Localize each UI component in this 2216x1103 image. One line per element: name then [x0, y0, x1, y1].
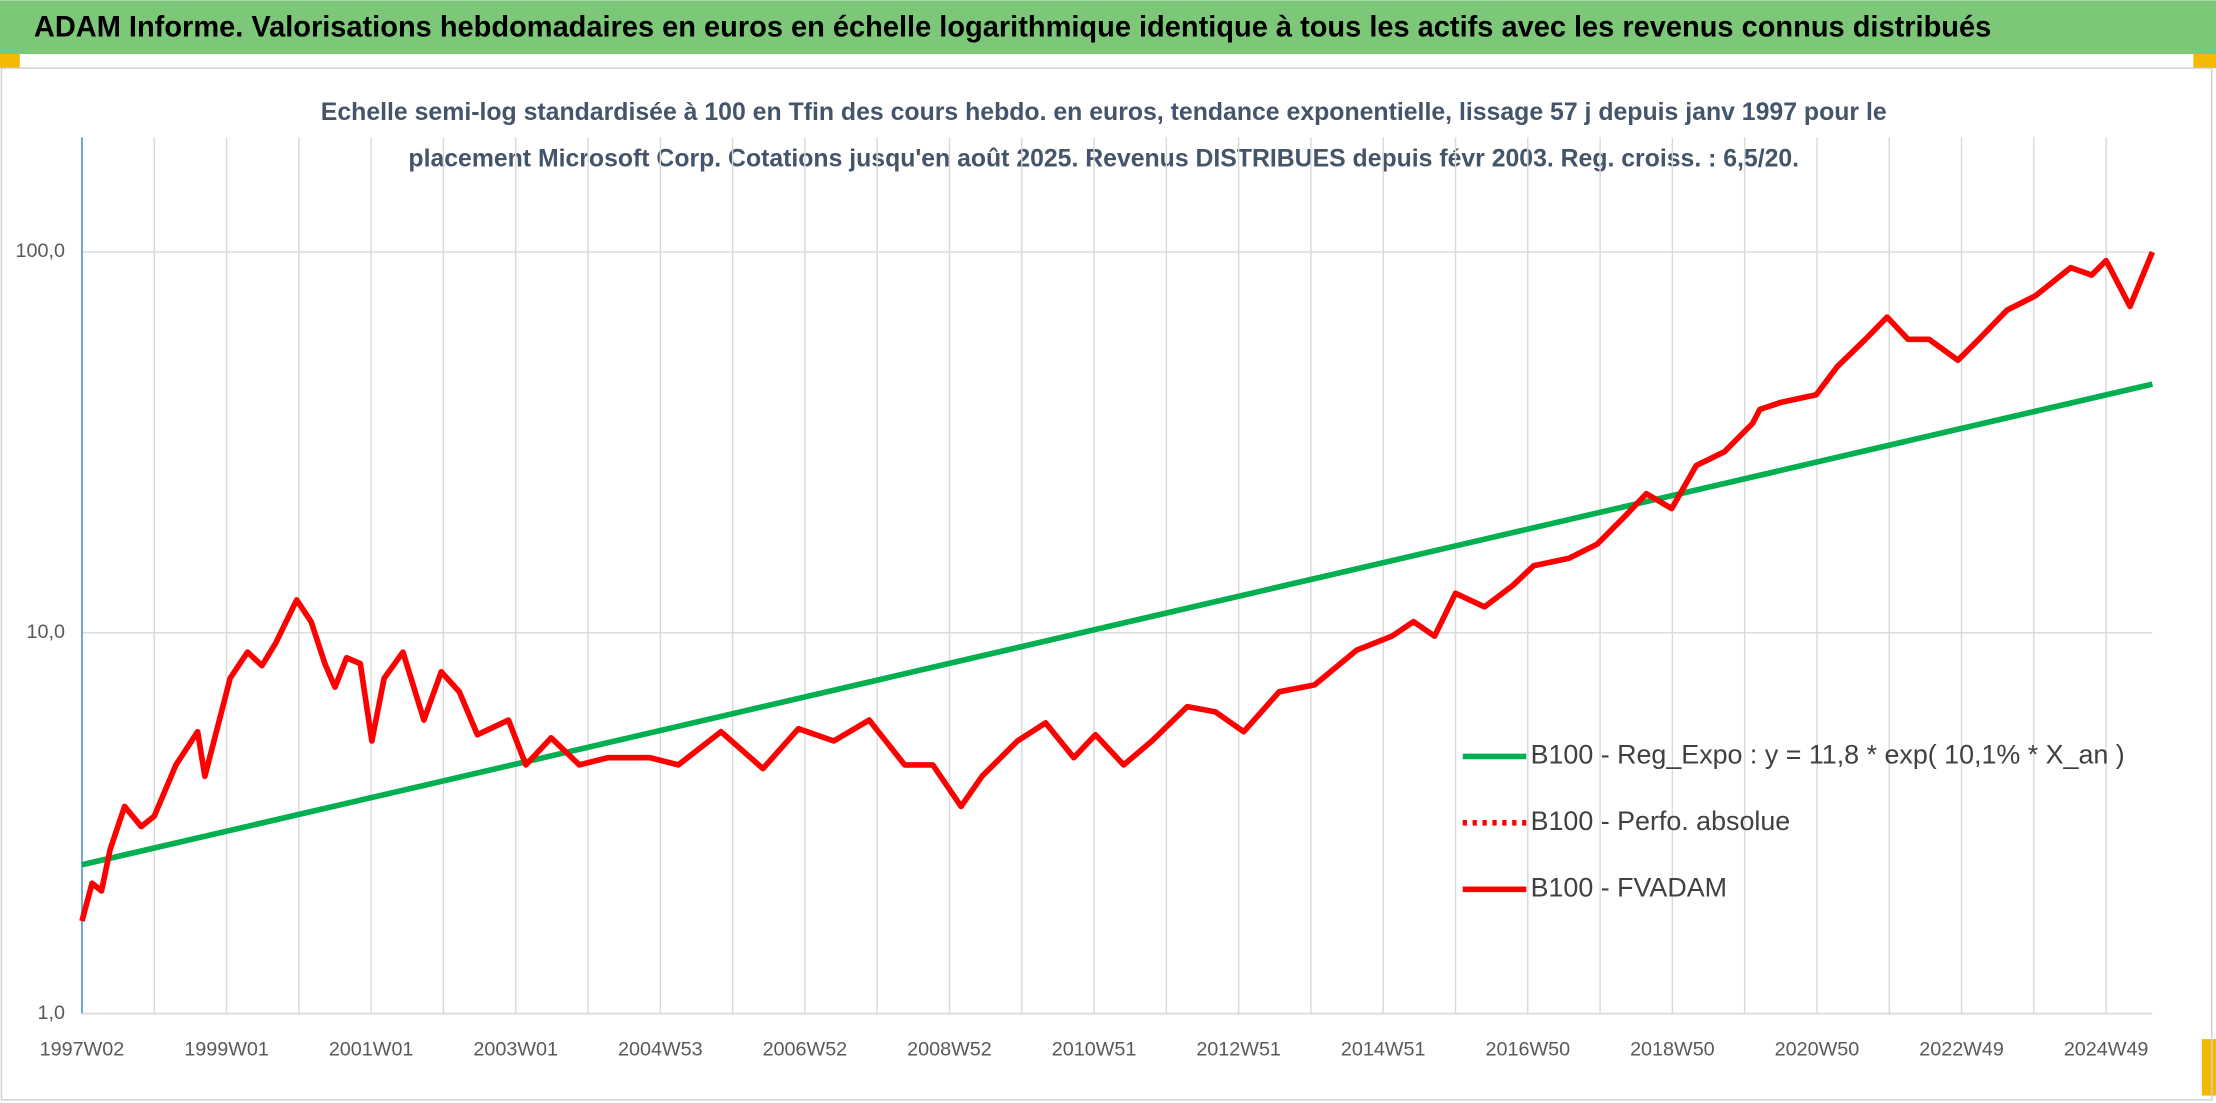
x-tick-label: 2020W50 [1775, 1039, 1860, 1061]
x-tick-label: 1997W02 [40, 1039, 125, 1061]
chart-title: ADAM Informe. Valorisations hebdomadaire… [34, 10, 1991, 43]
legend: B100 - Reg_Expo : y = 11,8 * exp( 10,1% … [1462, 740, 2125, 902]
y-tick-label: 1,0 [38, 1002, 65, 1024]
x-tick-label: 2016W50 [1485, 1039, 1570, 1061]
x-tick-label: 2018W50 [1630, 1039, 1715, 1061]
corner-mark [2201, 1039, 2216, 1096]
x-tick-label: 2024W49 [2064, 1039, 2149, 1061]
series-line [81, 381, 2154, 868]
chart-border [0, 67, 2213, 1101]
x-tick-label: 2008W52 [907, 1039, 992, 1061]
legend-label: B100 - Reg_Expo : y = 11,8 * exp( 10,1% … [1531, 740, 2125, 770]
y-tick-label: 100,0 [16, 240, 65, 262]
legend-label: B100 - FVADAM [1531, 872, 1727, 902]
grid [81, 137, 2153, 1015]
x-tick-label: 2014W51 [1341, 1039, 1426, 1061]
x-tick-label: 2001W01 [329, 1039, 414, 1061]
chart-subtitle: Echelle semi-log standardisée à 100 en T… [321, 98, 1887, 126]
corner-mark [0, 54, 20, 69]
x-tick-label: 1999W01 [184, 1039, 269, 1061]
x-tick-label: 2004W53 [618, 1039, 703, 1061]
x-tick-label: 2006W52 [763, 1039, 848, 1061]
series-line [79, 250, 2156, 922]
chart-subtitle: placement Microsoft Corp. Cotations jusq… [408, 145, 1799, 173]
x-tick-label: 2022W49 [1919, 1039, 2004, 1061]
header-bar [0, 0, 2216, 55]
legend-label: B100 - Perfo. absolue [1531, 806, 1791, 836]
y-tick-label: 10,0 [27, 621, 65, 643]
x-tick-label: 2010W51 [1052, 1039, 1137, 1061]
x-tick-label: 2003W01 [473, 1039, 558, 1061]
corner-mark [2193, 54, 2216, 69]
x-tick-label: 2012W51 [1196, 1039, 1281, 1061]
plot [79, 250, 2156, 922]
